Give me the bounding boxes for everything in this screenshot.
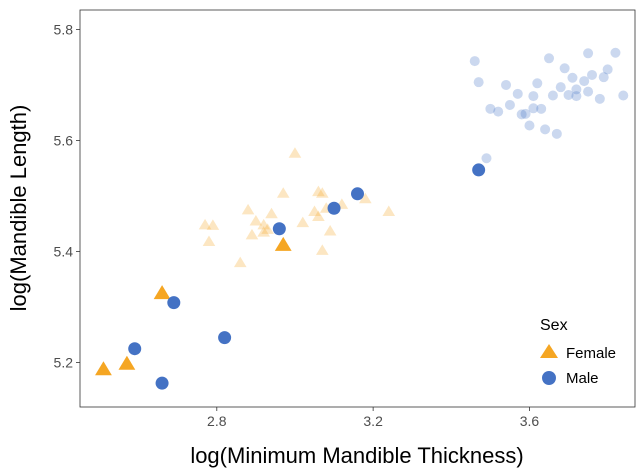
female-faded-point: [296, 216, 310, 228]
x-tick-label: 3.6: [520, 413, 540, 429]
male-highlighted-point: [351, 187, 364, 201]
male-highlighted-point: [128, 342, 142, 356]
legend-female-label: Female: [566, 345, 616, 362]
male-highlighted-point: [218, 331, 232, 345]
x-axis-title: log(Minimum Mandible Thickness): [190, 443, 523, 468]
female-faded-point: [312, 185, 325, 197]
male-highlighted-point: [327, 201, 341, 215]
male-faded-point: [469, 56, 480, 67]
female-highlighted-point: [274, 236, 292, 251]
female-highlighted-point: [153, 285, 171, 300]
male-faded-point: [512, 88, 523, 99]
female-faded-point: [249, 214, 263, 226]
male-faded-point: [563, 89, 574, 100]
male-faded-point: [571, 91, 582, 102]
male-faded-point: [559, 63, 570, 74]
female-faded-point: [359, 192, 372, 204]
male-faded-point: [493, 106, 504, 117]
male-faded-point: [551, 128, 562, 139]
male-highlighted-point: [155, 376, 169, 390]
female-faded-point: [206, 219, 220, 230]
legend: Sex Female Male: [540, 317, 616, 387]
male-highlighted-point: [167, 296, 181, 310]
y-tick-label: 5.6: [54, 132, 74, 148]
y-tick-label: 5.8: [54, 21, 74, 37]
y-tick-label: 5.4: [54, 244, 74, 260]
female-faded-point: [198, 218, 212, 230]
female-faded-point: [202, 235, 216, 247]
female-faded-point: [312, 210, 325, 222]
male-faded-point: [598, 72, 609, 83]
female-faded-point: [257, 226, 270, 237]
male-faded-point: [528, 103, 539, 114]
male-faded-point: [547, 90, 558, 101]
male-faded-point: [473, 77, 484, 88]
x-tick-label: 3.2: [363, 413, 383, 429]
x-axis-ticks: 2.8 3.2 3.6: [207, 407, 539, 429]
male-faded-point: [610, 47, 621, 58]
y-axis-ticks: 5.2 5.4 5.6 5.8: [54, 21, 80, 371]
female-faded-point: [245, 228, 259, 240]
male-faded-point: [587, 69, 598, 80]
male-faded-point: [555, 82, 566, 93]
male-faded-point: [583, 48, 594, 59]
male-faded-point: [594, 93, 605, 104]
female-faded-point: [233, 256, 247, 268]
female-faded-point: [288, 147, 302, 158]
male-faded-point: [516, 109, 527, 120]
female-faded-point: [316, 187, 329, 198]
female-faded-point: [265, 207, 278, 219]
male-faded-point: [602, 64, 613, 75]
female-faded-point: [308, 205, 321, 217]
male-faded-point: [583, 86, 594, 97]
legend-female-marker: [540, 344, 558, 358]
male-faded-point: [481, 153, 492, 164]
female-highlighted-point: [95, 361, 112, 376]
male-faded-point: [528, 91, 539, 102]
male-faded-point: [485, 103, 496, 114]
legend-male-label: Male: [566, 370, 599, 387]
female-faded-point: [316, 244, 329, 255]
female-faded-point: [382, 205, 396, 217]
y-tick-label: 5.2: [54, 355, 74, 371]
male-faded-point: [504, 99, 515, 110]
male-faded-point: [501, 79, 512, 90]
male-highlighted-point: [272, 222, 286, 236]
male-faded-point: [520, 108, 531, 119]
male-faded-point: [536, 103, 547, 114]
data-points: [95, 47, 629, 390]
legend-title: Sex: [540, 317, 568, 334]
female-faded-point: [323, 224, 337, 236]
y-axis-title: log(Mandible Length): [6, 105, 31, 312]
legend-male-marker: [542, 371, 556, 385]
male-faded-point: [618, 90, 629, 101]
x-tick-label: 2.8: [207, 413, 227, 429]
female-faded-point: [241, 203, 255, 215]
male-faded-point: [567, 72, 578, 83]
male-faded-point: [540, 124, 551, 135]
male-faded-point: [524, 120, 535, 131]
male-faded-point: [532, 78, 543, 89]
female-faded-point: [276, 187, 290, 198]
female-faded-point: [257, 218, 270, 230]
male-faded-point: [579, 76, 590, 87]
male-highlighted-point: [472, 163, 486, 177]
male-faded-point: [571, 84, 582, 95]
female-faded-point: [261, 223, 274, 234]
plot-panel: [79, 9, 636, 408]
male-faded-point: [544, 53, 555, 64]
female-highlighted-point: [118, 355, 136, 370]
